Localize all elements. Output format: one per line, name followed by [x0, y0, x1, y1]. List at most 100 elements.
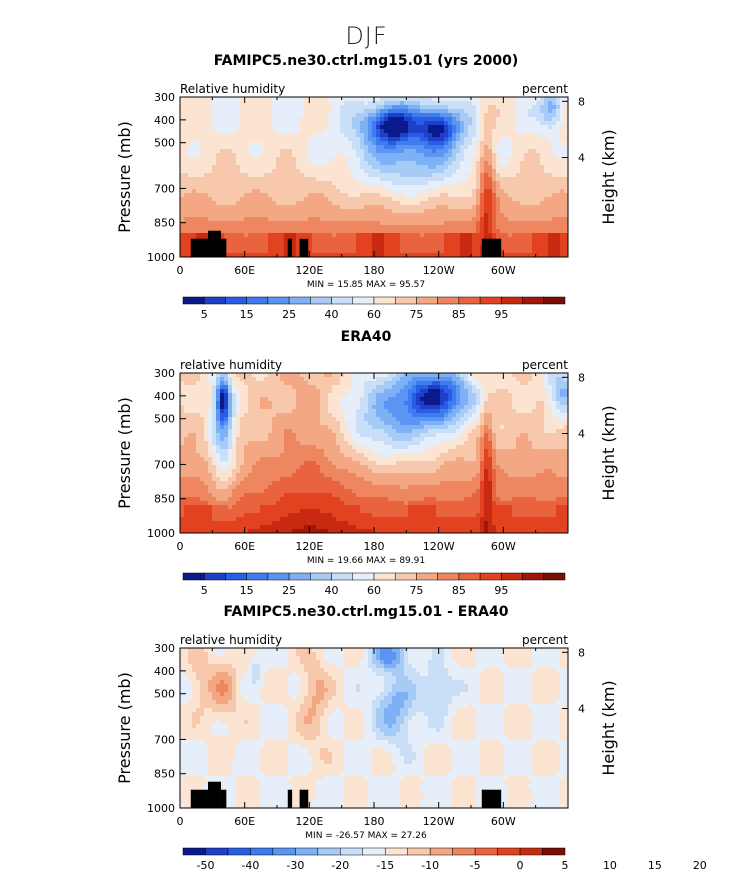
- field-cell: [468, 145, 473, 150]
- field-cell: [508, 221, 513, 226]
- field-cell: [248, 253, 253, 258]
- field-cell: [244, 501, 249, 506]
- field-cell: [440, 245, 445, 250]
- field-cell: [372, 165, 377, 170]
- field-cell: [188, 177, 193, 182]
- field-cell: [388, 169, 393, 174]
- field-cell: [300, 149, 305, 154]
- field-cell: [196, 117, 201, 122]
- field-cell: [356, 153, 361, 158]
- field-cell: [396, 125, 401, 130]
- field-cell: [180, 245, 185, 250]
- field-cell: [372, 233, 377, 238]
- field-cell: [184, 489, 189, 494]
- field-cell: [260, 137, 265, 142]
- field-cell: [444, 233, 449, 238]
- field-cell: [208, 457, 213, 462]
- field-cell: [276, 205, 281, 210]
- field-cell: [436, 149, 441, 154]
- field-cell: [436, 129, 441, 134]
- field-cell: [416, 137, 421, 142]
- field-cell: [448, 237, 453, 242]
- field-cell: [464, 193, 469, 198]
- field-cell: [272, 201, 277, 206]
- field-cell: [508, 241, 513, 246]
- field-cell: [504, 253, 509, 258]
- field-cell: [356, 229, 361, 234]
- field-cell: [384, 229, 389, 234]
- field-cell: [268, 473, 273, 478]
- field-cell: [244, 525, 249, 530]
- field-cell: [376, 225, 381, 230]
- field-cell: [544, 149, 549, 154]
- field-cell: [264, 181, 269, 186]
- field-cell: [280, 145, 285, 150]
- field-cell: [228, 149, 233, 154]
- field-cell: [524, 129, 529, 134]
- field-cell: [224, 509, 229, 514]
- field-cell: [280, 133, 285, 138]
- field-cell: [192, 505, 197, 510]
- field-cell: [340, 133, 345, 138]
- field-cell: [252, 129, 257, 134]
- field-cell: [188, 409, 193, 414]
- field-cell: [272, 461, 277, 466]
- field-cell: [508, 181, 513, 186]
- field-cell: [488, 213, 493, 218]
- field-cell: [304, 121, 309, 126]
- field-cell: [340, 145, 345, 150]
- field-cell: [500, 237, 505, 242]
- field-cell: [260, 445, 265, 450]
- field-cell: [280, 445, 285, 450]
- field-cell: [192, 129, 197, 134]
- field-cell: [264, 245, 269, 250]
- field-cell: [464, 137, 469, 142]
- field-cell: [440, 241, 445, 246]
- field-cell: [320, 125, 325, 130]
- field-cell: [556, 121, 561, 126]
- field-cell: [508, 205, 513, 210]
- field-cell: [492, 185, 497, 190]
- field-cell: [240, 241, 245, 246]
- field-cell: [276, 141, 281, 146]
- field-cell: [384, 201, 389, 206]
- field-cell: [524, 161, 529, 166]
- field-cell: [188, 245, 193, 250]
- field-cell: [552, 109, 557, 114]
- field-cell: [344, 245, 349, 250]
- field-cell: [556, 213, 561, 218]
- field-cell: [416, 169, 421, 174]
- field-cell: [412, 109, 417, 114]
- field-cell: [336, 245, 341, 250]
- field-cell: [500, 121, 505, 126]
- field-cell: [212, 409, 217, 414]
- field-cell: [192, 381, 197, 386]
- field-cell: [236, 425, 241, 430]
- field-cell: [272, 145, 277, 150]
- field-cell: [364, 185, 369, 190]
- field-cell: [256, 157, 261, 162]
- field-cell: [292, 241, 297, 246]
- field-cell: [188, 429, 193, 434]
- field-cell: [304, 229, 309, 234]
- field-cell: [400, 229, 405, 234]
- field-cell: [236, 177, 241, 182]
- field-cell: [268, 97, 273, 102]
- field-cell: [516, 161, 521, 166]
- field-cell: [224, 153, 229, 158]
- field-cell: [548, 237, 553, 242]
- field-cell: [448, 149, 453, 154]
- field-cell: [416, 237, 421, 242]
- field-cell: [452, 145, 457, 150]
- height-tick-label: 4: [578, 152, 585, 165]
- field-cell: [200, 193, 205, 198]
- field-cell: [248, 221, 253, 226]
- field-cell: [216, 225, 221, 230]
- terrain-block: [299, 238, 309, 257]
- field-cell: [288, 169, 293, 174]
- field-cell: [264, 465, 269, 470]
- field-cell: [308, 185, 313, 190]
- field-cell: [380, 173, 385, 178]
- field-cell: [448, 101, 453, 106]
- field-cell: [240, 221, 245, 226]
